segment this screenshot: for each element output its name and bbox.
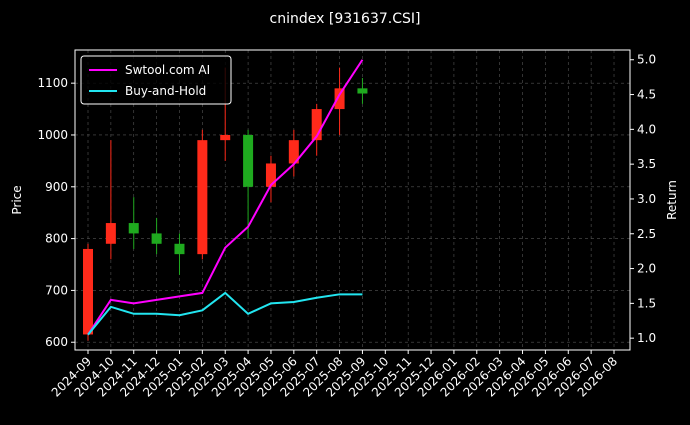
candle-body — [243, 134, 254, 187]
candle-body — [311, 109, 322, 141]
plot-frame — [74, 49, 631, 351]
y-tick-label: 800 — [45, 232, 68, 246]
y-tick-label: 1100 — [37, 76, 68, 90]
y-tick-label: 900 — [45, 180, 68, 194]
legend-label: Swtool.com AI — [125, 63, 210, 77]
candle-body — [197, 140, 208, 255]
y2-tick-label: 4.0 — [637, 122, 656, 136]
candle-body — [220, 134, 231, 141]
y-tick-label: 1000 — [37, 128, 68, 142]
y2-tick-label: 4.5 — [637, 88, 656, 102]
legend-label: Buy-and-Hold — [125, 84, 206, 98]
y-tick-label: 600 — [45, 335, 68, 349]
return-line — [87, 291, 363, 336]
legend-box — [80, 55, 232, 105]
candle-body — [105, 223, 116, 244]
candle-body — [334, 88, 345, 110]
y-tick-label: 700 — [45, 283, 68, 297]
y2-tick-label: 2.5 — [637, 227, 656, 241]
y2-tick-label: 3.5 — [637, 157, 656, 171]
y2-axis-label: Return — [665, 180, 679, 220]
y-axis-label: Price — [10, 185, 24, 214]
candle-body — [265, 163, 276, 187]
candle-body — [288, 140, 299, 164]
candle-body — [174, 243, 185, 255]
y2-tick-label: 3.0 — [637, 192, 656, 206]
y2-tick-label: 5.0 — [637, 53, 656, 67]
y2-tick-label: 1.0 — [637, 331, 656, 345]
candle-body — [83, 248, 93, 335]
y2-tick-label: 1.5 — [637, 296, 656, 310]
return-line — [87, 59, 364, 336]
chart-title: cnindex [931637.CSI] — [270, 11, 421, 27]
candle-body — [357, 88, 368, 94]
candle-body — [128, 223, 139, 234]
candle-body — [151, 233, 162, 244]
y2-tick-label: 2.0 — [637, 262, 656, 276]
